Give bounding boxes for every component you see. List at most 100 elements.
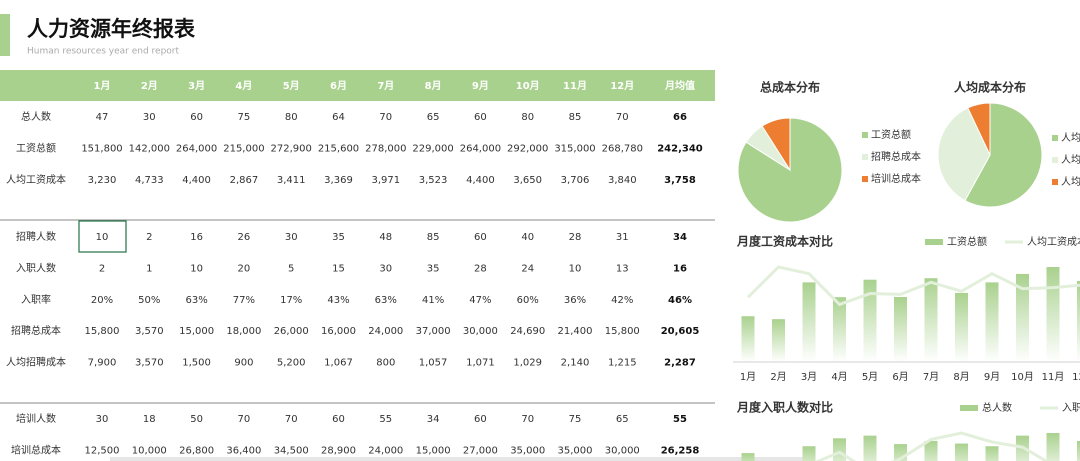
- x-tick-label: 11月: [1042, 371, 1065, 383]
- pie-slice: [967, 102, 991, 156]
- column-header: 3月: [188, 80, 205, 92]
- row-label: 培训总成本: [11, 443, 61, 456]
- cell: 292,000: [507, 143, 548, 154]
- bar: [955, 443, 968, 461]
- cell: 3,971: [371, 175, 400, 186]
- cell: 34: [427, 414, 440, 425]
- column-header: 4月: [235, 80, 252, 92]
- bar: [924, 440, 938, 461]
- cell: 63%: [375, 295, 397, 306]
- cell: 1,057: [419, 358, 448, 369]
- pie-slice: [737, 117, 843, 223]
- cell: 80: [285, 112, 298, 123]
- cell: 15,000: [416, 445, 451, 456]
- cell: 13: [616, 263, 629, 274]
- cell: 28,900: [321, 445, 356, 456]
- cell: 1,029: [513, 358, 542, 369]
- cell: 142,000: [129, 143, 170, 154]
- pie-slice: [761, 117, 791, 172]
- bar: [955, 292, 968, 362]
- cell: 24,000: [368, 326, 403, 337]
- legend-swatch: [925, 239, 943, 245]
- cell: 36%: [564, 295, 586, 306]
- legend-swatch: [1052, 157, 1058, 163]
- cell: 17%: [280, 295, 302, 306]
- cell: 315,000: [554, 143, 595, 154]
- cell: 50%: [138, 295, 160, 306]
- cell: 20%: [91, 295, 113, 306]
- cell: 30,000: [605, 445, 640, 456]
- cell: 28: [474, 263, 487, 274]
- pie-slice: [937, 107, 991, 202]
- legend-label: 人均工资成本: [1027, 235, 1080, 248]
- bar: [894, 296, 907, 362]
- legend-swatch: [862, 154, 868, 160]
- cell: 26,258: [661, 445, 700, 456]
- cell: 264,000: [176, 143, 217, 154]
- selected-cell[interactable]: [78, 220, 127, 253]
- bar: [833, 297, 846, 362]
- cell: 35,000: [558, 445, 593, 456]
- cell: 47: [96, 112, 109, 123]
- cell: 46%: [668, 295, 692, 306]
- cell: 75: [569, 414, 582, 425]
- row-label: 入职人数: [16, 261, 56, 274]
- cell: 3,758: [664, 175, 696, 186]
- cell: 60: [474, 414, 487, 425]
- cell: 63%: [185, 295, 207, 306]
- cell: 31: [616, 232, 629, 243]
- cell: 1,215: [608, 358, 637, 369]
- cell: 264,000: [460, 143, 501, 154]
- row-label: 总人数: [21, 110, 51, 123]
- cell: 26: [238, 232, 251, 243]
- cell: 21,400: [558, 326, 593, 337]
- column-header: 月均值: [664, 79, 695, 92]
- x-tick-label: 8月: [953, 371, 969, 383]
- legend-swatch: [1052, 179, 1058, 185]
- legend-label: 工资总额: [947, 235, 987, 248]
- cell: 60: [474, 232, 487, 243]
- x-tick-label: 10月: [1011, 371, 1034, 383]
- cell: 151,800: [81, 143, 122, 154]
- bar: [863, 279, 877, 362]
- chart-title: 总成本分布: [760, 80, 820, 95]
- cell: 34: [673, 232, 687, 243]
- cell: 7,900: [88, 358, 117, 369]
- column-header: 5月: [283, 80, 300, 92]
- chart-title: 人均成本分布: [954, 80, 1026, 95]
- cell: 28: [569, 232, 582, 243]
- cell: 3,230: [88, 175, 117, 186]
- bar: [833, 438, 846, 461]
- legend-label: 培训总成本: [871, 172, 921, 185]
- cell: 60%: [517, 295, 539, 306]
- table-header-bg: [0, 70, 715, 101]
- cell: 60: [332, 414, 345, 425]
- legend-label: 入职人数: [1062, 401, 1080, 414]
- cell: 77%: [233, 295, 255, 306]
- cell: 4,400: [466, 175, 495, 186]
- bar: [741, 316, 755, 362]
- legend-label: 招聘总成本: [871, 150, 921, 163]
- page-title: 人力资源年终报表: [27, 17, 196, 41]
- cell: 5: [288, 263, 294, 274]
- cell: 30,000: [463, 326, 498, 337]
- cell: 18,000: [226, 326, 261, 337]
- scrollbar[interactable]: [110, 457, 810, 461]
- cell: 26,800: [179, 445, 214, 456]
- column-header: 1月: [94, 80, 111, 92]
- cell: 30: [285, 232, 298, 243]
- cell: 16,000: [321, 326, 356, 337]
- cell: 37,000: [416, 326, 451, 337]
- cell: 65: [427, 112, 440, 123]
- x-tick-label: 12月: [1072, 371, 1080, 383]
- cell: 26,000: [274, 326, 309, 337]
- cell: 47%: [469, 295, 491, 306]
- cell: 1,071: [466, 358, 495, 369]
- cell: 40: [521, 232, 534, 243]
- cell: 55: [673, 414, 687, 425]
- legend-swatch: [1052, 135, 1058, 141]
- cell: 2,140: [561, 358, 590, 369]
- row-label: 招聘人数: [16, 230, 56, 243]
- cell: 3,570: [135, 358, 164, 369]
- x-tick-label: 3月: [801, 371, 817, 383]
